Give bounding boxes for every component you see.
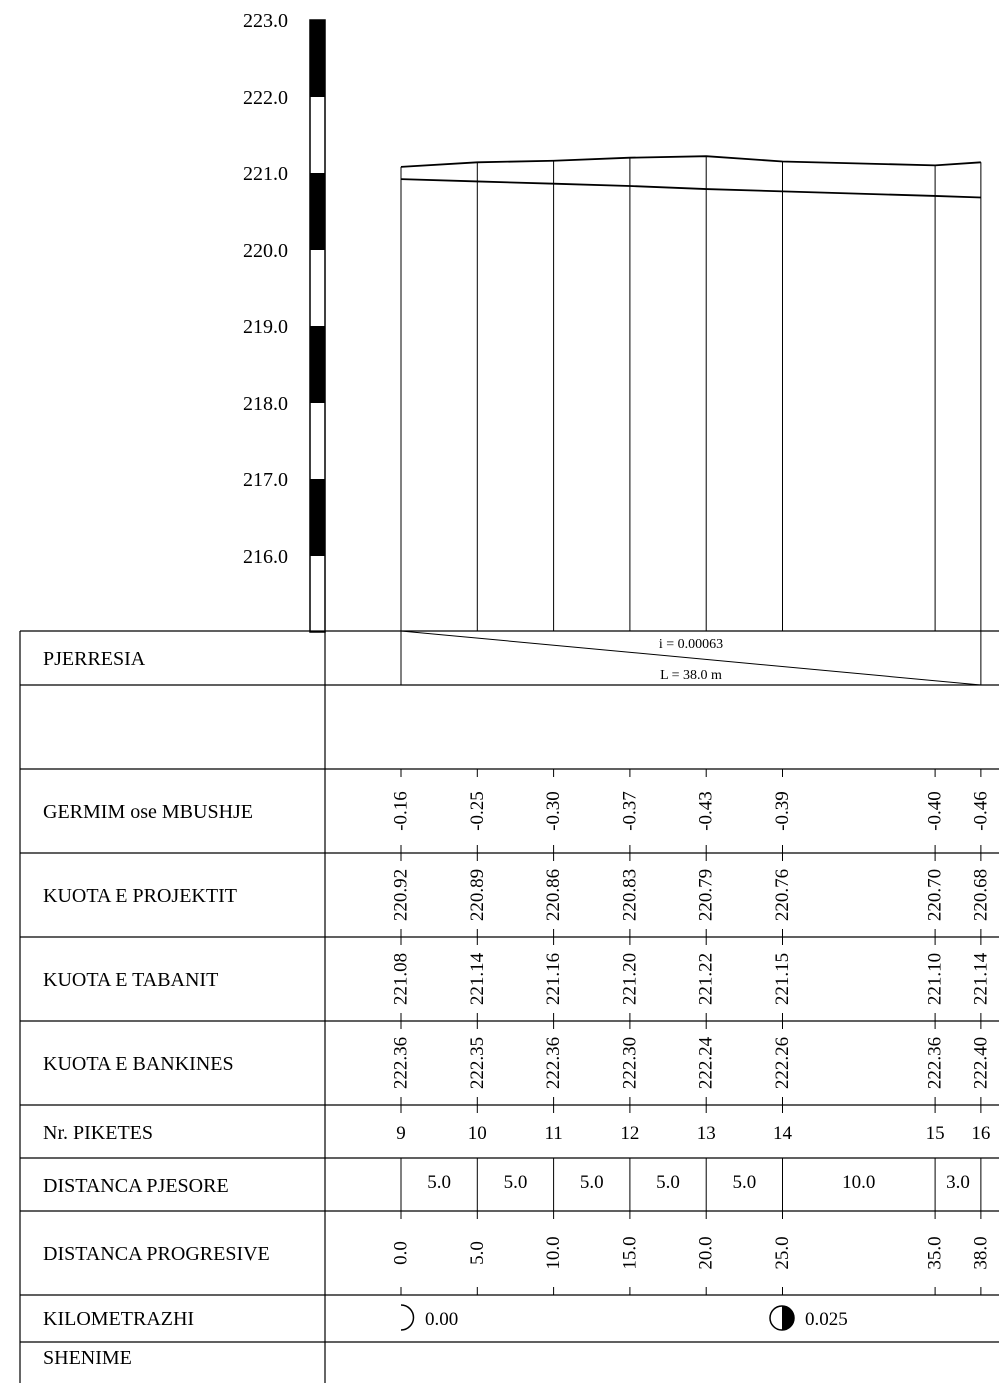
segment-distance: 5.0 bbox=[427, 1172, 451, 1193]
data-table bbox=[19, 630, 999, 1383]
scale-label: 221.0 bbox=[243, 163, 288, 185]
table-values: -0.16 -0.25 -0.30 -0.37 -0.43 -0.39 -0.40 -0.46… bbox=[391, 630, 991, 1295]
projekt-value: 220.76 bbox=[772, 869, 793, 921]
taban-value: 221.22 bbox=[696, 953, 717, 1005]
scale-block bbox=[310, 173, 325, 250]
bankine-value: 222.24 bbox=[696, 1036, 717, 1089]
germim-value: -0.37 bbox=[619, 791, 640, 831]
ground-line bbox=[400, 155, 981, 168]
slope-length: L = 38.0 m bbox=[660, 668, 722, 683]
row-label-taban: KUOTA E TABANIT bbox=[43, 969, 218, 991]
piket-number: 14 bbox=[773, 1123, 793, 1144]
progressive-distance: 0.0 bbox=[391, 1241, 412, 1265]
germim-value: -0.40 bbox=[925, 791, 946, 831]
scale-label: 218.0 bbox=[243, 393, 288, 415]
germim-value: -0.46 bbox=[970, 791, 991, 831]
progressive-distance: 25.0 bbox=[772, 1236, 793, 1269]
scale-block bbox=[310, 479, 325, 556]
piket-number: 12 bbox=[620, 1123, 639, 1144]
projekt-value: 220.70 bbox=[925, 869, 946, 921]
projekt-value: 220.83 bbox=[619, 869, 640, 921]
projekt-value: 220.86 bbox=[543, 869, 564, 921]
bankine-value: 222.36 bbox=[543, 1037, 564, 1089]
row-label-piketes: Nr. PIKETES bbox=[43, 1122, 153, 1144]
scale-block bbox=[310, 326, 325, 403]
germim-value: -0.30 bbox=[543, 791, 564, 831]
bankine-value: 222.40 bbox=[970, 1037, 991, 1089]
km-half-circle-marker-icon bbox=[769, 1305, 795, 1331]
slope-diagonal bbox=[400, 630, 981, 686]
germim-value: -0.43 bbox=[696, 791, 717, 831]
taban-value: 221.08 bbox=[391, 953, 412, 1005]
scale-label: 220.0 bbox=[243, 240, 288, 262]
piket-number: 10 bbox=[468, 1123, 487, 1144]
progressive-distance: 38.0 bbox=[970, 1236, 991, 1269]
piket-number: 15 bbox=[926, 1123, 945, 1144]
km-end-label: 0.025 bbox=[805, 1309, 848, 1330]
piket-number: 9 bbox=[396, 1123, 406, 1144]
progressive-distance: 20.0 bbox=[696, 1236, 717, 1269]
row-label-shenime: SHENIME bbox=[43, 1347, 132, 1369]
progressive-distance: 15.0 bbox=[619, 1236, 640, 1269]
row-label-pjesore: DISTANCA PJESORE bbox=[43, 1175, 229, 1197]
projekt-value: 220.89 bbox=[467, 869, 488, 921]
taban-value: 221.20 bbox=[619, 953, 640, 1005]
km-start-marker-icon bbox=[400, 1304, 415, 1331]
germim-value: -0.39 bbox=[772, 791, 793, 831]
elevation-scale-bar bbox=[309, 19, 326, 633]
project-line bbox=[400, 178, 981, 199]
progressive-distance: 5.0 bbox=[467, 1241, 488, 1265]
bankine-value: 222.36 bbox=[391, 1037, 412, 1089]
row-label-pjerresia: PJERRESIA bbox=[43, 648, 146, 670]
scale-block bbox=[310, 20, 325, 97]
scale-label: 219.0 bbox=[243, 316, 288, 338]
bankine-value: 222.36 bbox=[925, 1037, 946, 1089]
segment-distance: 5.0 bbox=[732, 1172, 756, 1193]
profile-plot bbox=[400, 155, 982, 631]
segment-distance: 5.0 bbox=[580, 1172, 604, 1193]
progressive-distance: 10.0 bbox=[543, 1236, 564, 1269]
km-start-label: 0.00 bbox=[425, 1309, 458, 1330]
germim-value: -0.25 bbox=[467, 791, 488, 831]
scale-label: 217.0 bbox=[243, 469, 288, 491]
row-label-projekt: KUOTA E PROJEKTIT bbox=[43, 885, 237, 907]
piket-number: 13 bbox=[697, 1123, 716, 1144]
segment-distance: 5.0 bbox=[504, 1172, 528, 1193]
scale-label: 223.0 bbox=[243, 10, 288, 32]
taban-value: 221.15 bbox=[772, 953, 793, 1005]
row-label-kilometrazhi: KILOMETRAZHI bbox=[43, 1308, 194, 1330]
taban-value: 221.16 bbox=[543, 953, 564, 1005]
bankine-value: 222.30 bbox=[619, 1037, 640, 1089]
taban-value: 221.14 bbox=[467, 952, 488, 1005]
germim-value: -0.16 bbox=[391, 791, 412, 831]
bankine-value: 222.26 bbox=[772, 1037, 793, 1089]
projekt-value: 220.92 bbox=[391, 869, 412, 921]
row-label-progresive: DISTANCA PROGRESIVE bbox=[43, 1243, 270, 1265]
projekt-value: 220.79 bbox=[696, 869, 717, 921]
piket-number: 16 bbox=[971, 1123, 990, 1144]
bankine-value: 222.35 bbox=[467, 1037, 488, 1089]
taban-value: 221.10 bbox=[925, 953, 946, 1005]
projekt-value: 220.68 bbox=[970, 869, 991, 921]
segment-distance: 5.0 bbox=[656, 1172, 680, 1193]
row-label-germim: GERMIM ose MBUSHJE bbox=[43, 801, 253, 823]
segment-distance: 3.0 bbox=[946, 1172, 970, 1193]
slope-value: i = 0.00063 bbox=[659, 637, 723, 652]
scale-label: 222.0 bbox=[243, 87, 288, 109]
scale-label: 216.0 bbox=[243, 546, 288, 568]
progressive-distance: 35.0 bbox=[925, 1236, 946, 1269]
piket-number: 11 bbox=[544, 1123, 562, 1144]
taban-value: 221.14 bbox=[970, 952, 991, 1005]
row-label-bankine: KUOTA E BANKINES bbox=[43, 1053, 234, 1075]
segment-distance: 10.0 bbox=[842, 1172, 875, 1193]
